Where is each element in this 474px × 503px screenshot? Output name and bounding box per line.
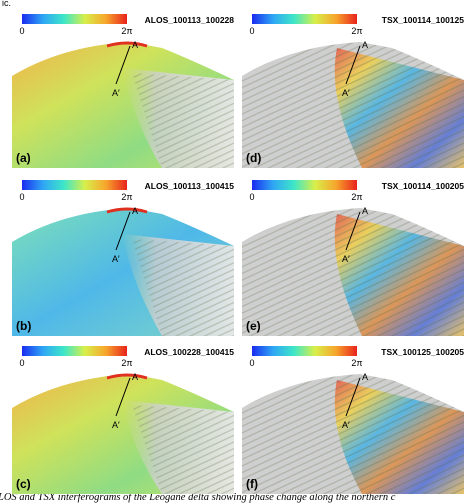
panel: 0 2π TSX_100114_100125 A A′ (d) (242, 14, 464, 168)
interferogram: A A′ (c) (12, 370, 234, 494)
profile-end: A′ (342, 420, 350, 430)
ridges-overlay (334, 48, 464, 168)
profile-start: A (362, 40, 368, 50)
ridges (132, 239, 234, 336)
colorbar-min: 0 (19, 358, 24, 368)
profile-start: A (132, 206, 138, 216)
colorbar-min: 0 (19, 26, 24, 36)
colorbar-max: 2π (121, 192, 132, 202)
colorbar-max: 2π (351, 26, 362, 36)
panel-title: ALOS_100228_100415 (144, 347, 234, 357)
colorbar (22, 14, 127, 24)
profile-line (115, 211, 131, 251)
profile-start: A (132, 372, 138, 382)
colorbar (252, 346, 357, 356)
colorbar (22, 180, 127, 190)
colorbar-max: 2π (121, 358, 132, 368)
ridges-overlay (334, 214, 464, 336)
interferogram: A A′ (a) (12, 38, 234, 168)
profile-line (345, 211, 361, 251)
profile-end: A′ (342, 88, 350, 98)
colorbar-min: 0 (249, 358, 254, 368)
profile-start: A (362, 206, 368, 216)
profile-line (115, 377, 131, 417)
panel: 0 2π ALOS_100113_100415 A A′ (b) (12, 180, 234, 336)
colorbar-max: 2π (351, 192, 362, 202)
colorbar (22, 346, 127, 356)
profile-end: A′ (112, 420, 120, 430)
profile-start: A (362, 372, 368, 382)
panel-title: ALOS_100113_100415 (145, 181, 235, 191)
profile-end: A′ (342, 254, 350, 264)
interferogram: A A′ (f) (242, 370, 464, 494)
top-fragment: ic. (2, 0, 11, 8)
coast-fringe (106, 41, 148, 48)
interferogram: A A′ (b) (12, 204, 234, 336)
colorbar-min: 0 (249, 192, 254, 202)
panel: 0 2π ALOS_100113_100228 A A′ (a) (12, 14, 234, 168)
profile-end: A′ (112, 88, 120, 98)
panel-label: (a) (16, 151, 31, 165)
panel-title: TSX_100125_100205 (381, 347, 464, 357)
colorbar (252, 14, 357, 24)
profile-line (345, 377, 361, 417)
colorbar-max: 2π (351, 358, 362, 368)
profile-line (345, 45, 361, 85)
panel-label: (b) (16, 319, 31, 333)
coast-fringe (106, 373, 148, 380)
panel-title: TSX_100114_100205 (382, 181, 465, 191)
ridges (132, 405, 234, 494)
ridges-overlay (334, 380, 464, 494)
colorbar-max: 2π (121, 26, 132, 36)
panel-label: (c) (16, 477, 31, 491)
colorbar-min: 0 (19, 192, 24, 202)
profile-start: A (132, 40, 138, 50)
panel-title: TSX_100114_100125 (382, 15, 465, 25)
colorbar-min: 0 (249, 26, 254, 36)
panel: 0 2π ALOS_100228_100415 A A′ (c) (12, 346, 234, 494)
interferogram: A A′ (e) (242, 204, 464, 336)
panel: 0 2π TSX_100125_100205 A A′ (f) (242, 346, 464, 494)
ridges (132, 73, 234, 168)
panel-label: (e) (246, 319, 261, 333)
panel-title: ALOS_100113_100228 (145, 15, 235, 25)
colorbar (252, 180, 357, 190)
panel-label: (d) (246, 151, 261, 165)
caption: LOS and TSX interferograms of the Leogan… (0, 492, 396, 503)
panel: 0 2π TSX_100114_100205 A A′ (e) (242, 180, 464, 336)
profile-end: A′ (112, 254, 120, 264)
interferogram: A A′ (d) (242, 38, 464, 168)
coast-fringe (106, 207, 148, 214)
panel-label: (f) (246, 477, 258, 491)
profile-line (115, 45, 131, 85)
